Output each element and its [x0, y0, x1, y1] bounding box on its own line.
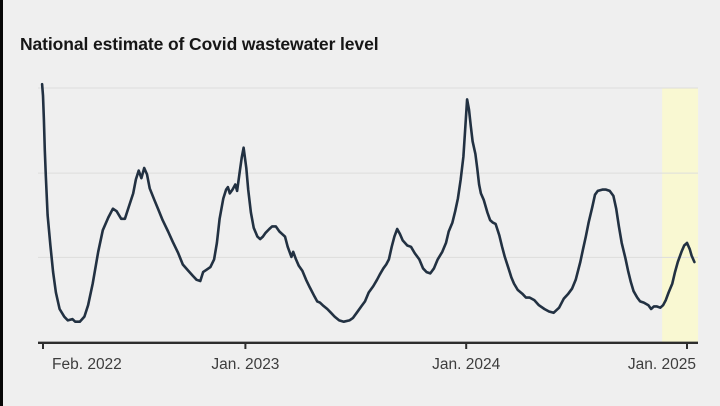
- x-tick-label: Feb. 2022: [52, 356, 122, 373]
- x-tick-label: Jan. 2023: [211, 356, 279, 373]
- highlight-band: [662, 88, 699, 342]
- x-tick-label: Jan. 2024: [432, 356, 500, 373]
- x-tick-label: Jan. 2025: [628, 356, 696, 373]
- chart-title: National estimate of Covid wastewater le…: [20, 34, 379, 54]
- left-edge-bar: [0, 0, 3, 406]
- covid-wastewater-line: [40, 82, 696, 324]
